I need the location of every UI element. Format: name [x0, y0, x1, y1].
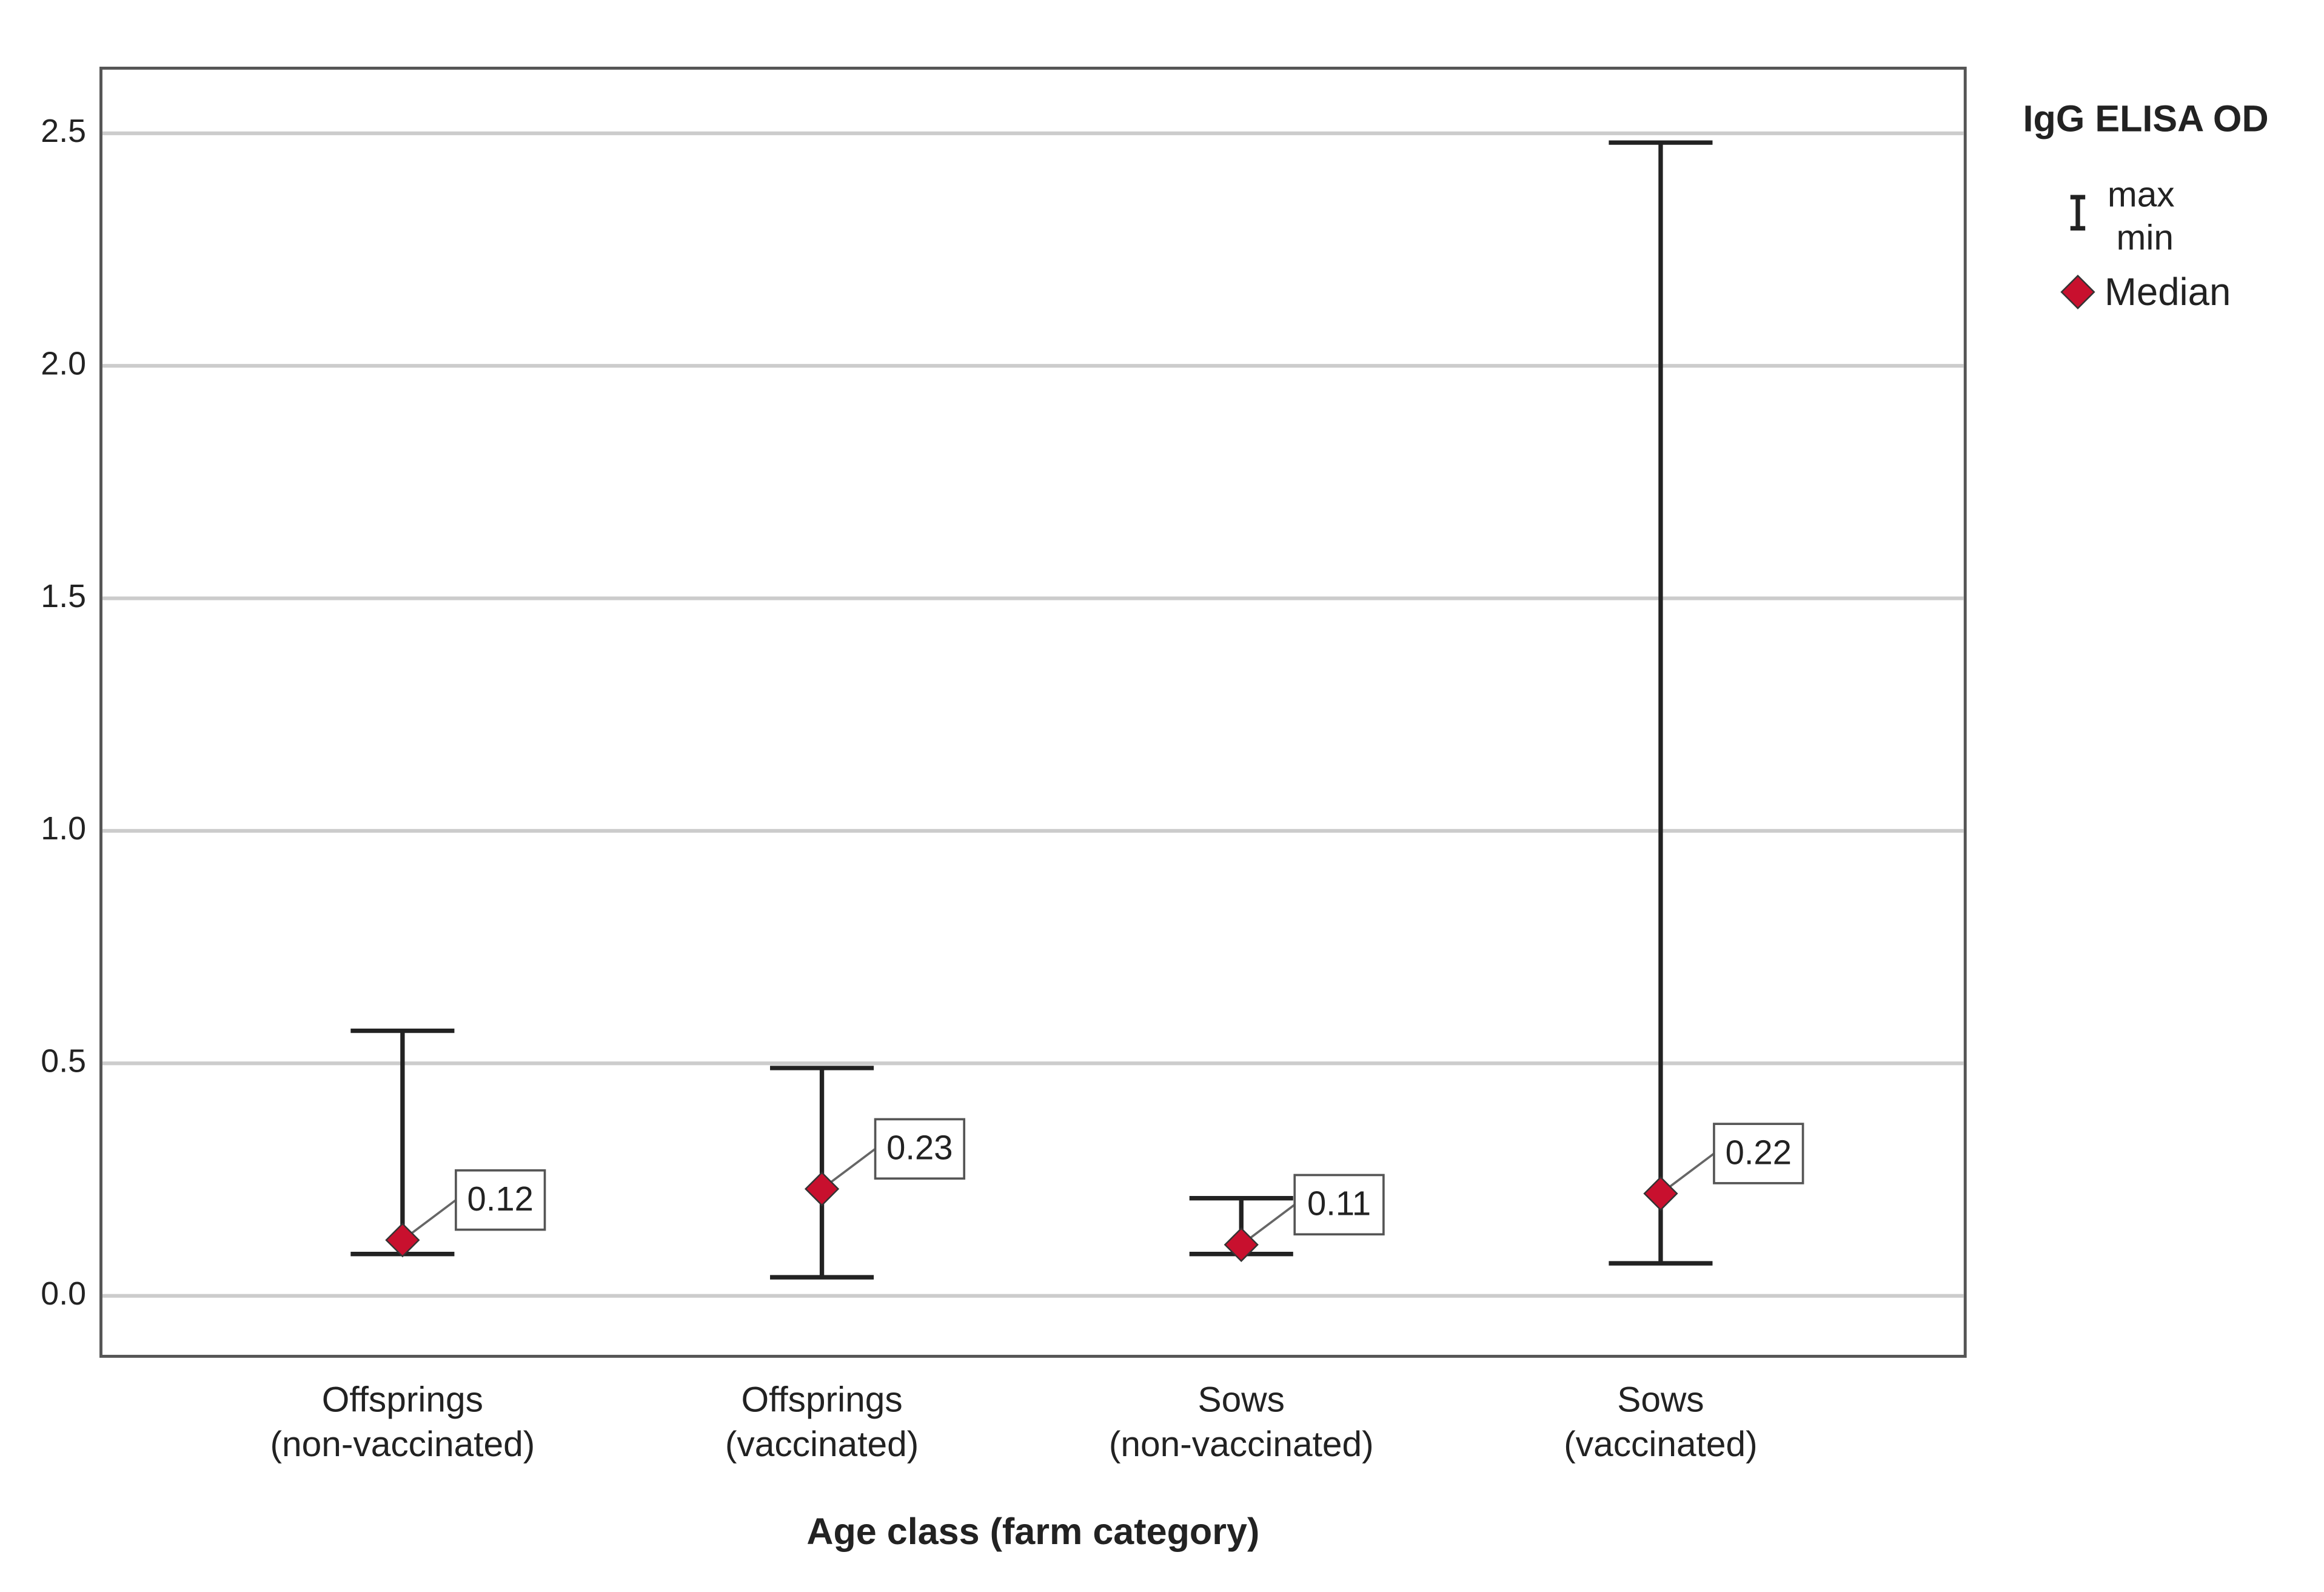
median-marker [1643, 1176, 1678, 1211]
x-tick-label: (vaccinated) [725, 1425, 919, 1464]
label-box [874, 1118, 966, 1180]
median-marker [804, 1171, 840, 1206]
y-tick-label: 0.5 [41, 1043, 86, 1080]
x-tick-label: Sows [1617, 1380, 1704, 1420]
legend-median-icon [2060, 274, 2095, 310]
label-box [1713, 1123, 1804, 1184]
data-label: 0.11 [1307, 1184, 1371, 1223]
y-tick-label: 1.5 [41, 578, 86, 614]
data-label: 0.12 [467, 1180, 533, 1218]
x-tick-label: (vaccinated) [1564, 1425, 1757, 1464]
data-label: 0.22 [1726, 1133, 1792, 1171]
label-box [455, 1169, 546, 1231]
legend-label: Median [2105, 270, 2231, 314]
y-tick-label: 2.5 [41, 113, 86, 149]
legend-title: IgG ELISA OD [2023, 98, 2269, 139]
x-tick-label: (non-vaccinated) [1109, 1425, 1374, 1464]
median-marker [385, 1223, 420, 1258]
y-tick-label: 2.0 [41, 345, 86, 381]
x-tick-label: (non-vaccinated) [270, 1425, 535, 1464]
x-tick-label: Offsprings [322, 1380, 483, 1420]
median-marker [1224, 1227, 1259, 1262]
x-tick-label: Offsprings [741, 1380, 902, 1420]
x-axis-title: Age class (farm category) [806, 1511, 1259, 1552]
y-tick-label: 1.0 [41, 810, 86, 847]
label-box [1293, 1174, 1385, 1236]
x-tick-label: Sows [1198, 1380, 1285, 1420]
y-tick-label: 0.0 [41, 1275, 86, 1312]
plot-frame [99, 66, 1967, 1358]
legend-label: min [2117, 218, 2174, 257]
legend-label: max [2108, 175, 2175, 215]
data-label: 0.23 [886, 1129, 953, 1167]
